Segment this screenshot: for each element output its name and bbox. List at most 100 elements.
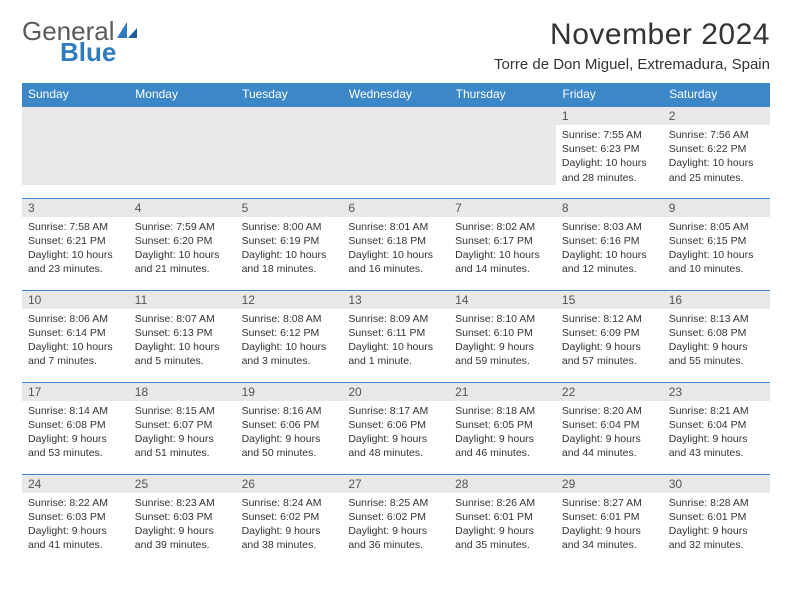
day-details: Sunrise: 8:24 AMSunset: 6:02 PMDaylight:… xyxy=(236,493,343,557)
day-number: 26 xyxy=(236,475,343,493)
day-details: Sunrise: 8:21 AMSunset: 6:04 PMDaylight:… xyxy=(663,401,770,465)
calendar-day: 25Sunrise: 8:23 AMSunset: 6:03 PMDayligh… xyxy=(129,474,236,566)
day-details: Sunrise: 8:18 AMSunset: 6:05 PMDaylight:… xyxy=(449,401,556,465)
day-number: 24 xyxy=(22,475,129,493)
calendar-day: 8Sunrise: 8:03 AMSunset: 6:16 PMDaylight… xyxy=(556,198,663,290)
calendar-day: 13Sunrise: 8:09 AMSunset: 6:11 PMDayligh… xyxy=(342,290,449,382)
day-details: Sunrise: 8:15 AMSunset: 6:07 PMDaylight:… xyxy=(129,401,236,465)
calendar-day: 12Sunrise: 8:08 AMSunset: 6:12 PMDayligh… xyxy=(236,290,343,382)
day-details: Sunrise: 8:03 AMSunset: 6:16 PMDaylight:… xyxy=(556,217,663,281)
day-number: 3 xyxy=(22,199,129,217)
day-number: 2 xyxy=(663,107,770,125)
day-number: 16 xyxy=(663,291,770,309)
day-number: 11 xyxy=(129,291,236,309)
calendar-day-empty xyxy=(342,106,449,198)
calendar-day: 23Sunrise: 8:21 AMSunset: 6:04 PMDayligh… xyxy=(663,382,770,474)
day-number: 1 xyxy=(556,107,663,125)
logo-word2: Blue xyxy=(60,37,116,67)
calendar-week: 24Sunrise: 8:22 AMSunset: 6:03 PMDayligh… xyxy=(22,474,770,566)
day-number: 12 xyxy=(236,291,343,309)
day-details: Sunrise: 8:00 AMSunset: 6:19 PMDaylight:… xyxy=(236,217,343,281)
title-block: November 2024 Torre de Don Miguel, Extre… xyxy=(494,18,770,73)
weekday-header: Sunday xyxy=(22,83,129,106)
calendar-day: 19Sunrise: 8:16 AMSunset: 6:06 PMDayligh… xyxy=(236,382,343,474)
day-number: 13 xyxy=(342,291,449,309)
day-number: 18 xyxy=(129,383,236,401)
calendar-day: 20Sunrise: 8:17 AMSunset: 6:06 PMDayligh… xyxy=(342,382,449,474)
calendar-day: 9Sunrise: 8:05 AMSunset: 6:15 PMDaylight… xyxy=(663,198,770,290)
day-details: Sunrise: 8:12 AMSunset: 6:09 PMDaylight:… xyxy=(556,309,663,373)
calendar-week: 17Sunrise: 8:14 AMSunset: 6:08 PMDayligh… xyxy=(22,382,770,474)
calendar-week: 1Sunrise: 7:55 AMSunset: 6:23 PMDaylight… xyxy=(22,106,770,198)
day-details: Sunrise: 8:13 AMSunset: 6:08 PMDaylight:… xyxy=(663,309,770,373)
weekday-header: Wednesday xyxy=(342,83,449,106)
calendar-day-empty xyxy=(449,106,556,198)
calendar-day: 28Sunrise: 8:26 AMSunset: 6:01 PMDayligh… xyxy=(449,474,556,566)
day-number: 29 xyxy=(556,475,663,493)
weekday-header: Friday xyxy=(556,83,663,106)
day-details: Sunrise: 8:27 AMSunset: 6:01 PMDaylight:… xyxy=(556,493,663,557)
calendar-day: 22Sunrise: 8:20 AMSunset: 6:04 PMDayligh… xyxy=(556,382,663,474)
calendar-day: 1Sunrise: 7:55 AMSunset: 6:23 PMDaylight… xyxy=(556,106,663,198)
weekday-header: Monday xyxy=(129,83,236,106)
day-details: Sunrise: 8:22 AMSunset: 6:03 PMDaylight:… xyxy=(22,493,129,557)
weekday-header: Saturday xyxy=(663,83,770,106)
calendar-day: 21Sunrise: 8:18 AMSunset: 6:05 PMDayligh… xyxy=(449,382,556,474)
day-details: Sunrise: 8:28 AMSunset: 6:01 PMDaylight:… xyxy=(663,493,770,557)
day-number: 15 xyxy=(556,291,663,309)
day-details: Sunrise: 8:05 AMSunset: 6:15 PMDaylight:… xyxy=(663,217,770,281)
calendar-day: 29Sunrise: 8:27 AMSunset: 6:01 PMDayligh… xyxy=(556,474,663,566)
calendar-day: 24Sunrise: 8:22 AMSunset: 6:03 PMDayligh… xyxy=(22,474,129,566)
calendar-day-empty xyxy=(129,106,236,198)
day-number: 20 xyxy=(342,383,449,401)
calendar-week: 3Sunrise: 7:58 AMSunset: 6:21 PMDaylight… xyxy=(22,198,770,290)
location: Torre de Don Miguel, Extremadura, Spain xyxy=(494,56,770,73)
month-title: November 2024 xyxy=(494,18,770,52)
weekday-header: Thursday xyxy=(449,83,556,106)
logo: General Blue xyxy=(22,18,139,72)
day-details: Sunrise: 7:59 AMSunset: 6:20 PMDaylight:… xyxy=(129,217,236,281)
calendar-day-empty xyxy=(22,106,129,198)
day-number: 17 xyxy=(22,383,129,401)
calendar-day-empty xyxy=(236,106,343,198)
day-details: Sunrise: 8:06 AMSunset: 6:14 PMDaylight:… xyxy=(22,309,129,373)
calendar-day: 11Sunrise: 8:07 AMSunset: 6:13 PMDayligh… xyxy=(129,290,236,382)
day-number: 23 xyxy=(663,383,770,401)
day-number: 7 xyxy=(449,199,556,217)
calendar-table: SundayMondayTuesdayWednesdayThursdayFrid… xyxy=(22,83,770,566)
day-details: Sunrise: 7:55 AMSunset: 6:23 PMDaylight:… xyxy=(556,125,663,189)
calendar-body: 1Sunrise: 7:55 AMSunset: 6:23 PMDaylight… xyxy=(22,106,770,566)
calendar-day: 10Sunrise: 8:06 AMSunset: 6:14 PMDayligh… xyxy=(22,290,129,382)
day-number: 14 xyxy=(449,291,556,309)
calendar-day: 30Sunrise: 8:28 AMSunset: 6:01 PMDayligh… xyxy=(663,474,770,566)
day-details: Sunrise: 8:09 AMSunset: 6:11 PMDaylight:… xyxy=(342,309,449,373)
calendar-week: 10Sunrise: 8:06 AMSunset: 6:14 PMDayligh… xyxy=(22,290,770,382)
header: General Blue November 2024 Torre de Don … xyxy=(22,18,770,73)
day-details: Sunrise: 8:17 AMSunset: 6:06 PMDaylight:… xyxy=(342,401,449,465)
day-details: Sunrise: 8:07 AMSunset: 6:13 PMDaylight:… xyxy=(129,309,236,373)
calendar-day: 4Sunrise: 7:59 AMSunset: 6:20 PMDaylight… xyxy=(129,198,236,290)
day-details: Sunrise: 7:56 AMSunset: 6:22 PMDaylight:… xyxy=(663,125,770,189)
calendar-day: 18Sunrise: 8:15 AMSunset: 6:07 PMDayligh… xyxy=(129,382,236,474)
day-number: 5 xyxy=(236,199,343,217)
calendar-day: 15Sunrise: 8:12 AMSunset: 6:09 PMDayligh… xyxy=(556,290,663,382)
day-number: 27 xyxy=(342,475,449,493)
calendar-day: 6Sunrise: 8:01 AMSunset: 6:18 PMDaylight… xyxy=(342,198,449,290)
day-details: Sunrise: 8:14 AMSunset: 6:08 PMDaylight:… xyxy=(22,401,129,465)
calendar-head: SundayMondayTuesdayWednesdayThursdayFrid… xyxy=(22,83,770,106)
day-number: 25 xyxy=(129,475,236,493)
day-number: 30 xyxy=(663,475,770,493)
day-details: Sunrise: 8:01 AMSunset: 6:18 PMDaylight:… xyxy=(342,217,449,281)
sail-icon xyxy=(115,20,139,45)
day-details: Sunrise: 8:10 AMSunset: 6:10 PMDaylight:… xyxy=(449,309,556,373)
weekday-header: Tuesday xyxy=(236,83,343,106)
day-number: 8 xyxy=(556,199,663,217)
day-details: Sunrise: 8:02 AMSunset: 6:17 PMDaylight:… xyxy=(449,217,556,281)
logo-text: General Blue xyxy=(22,18,139,72)
day-details: Sunrise: 8:26 AMSunset: 6:01 PMDaylight:… xyxy=(449,493,556,557)
day-number: 6 xyxy=(342,199,449,217)
day-details: Sunrise: 8:23 AMSunset: 6:03 PMDaylight:… xyxy=(129,493,236,557)
day-number: 28 xyxy=(449,475,556,493)
calendar-day: 27Sunrise: 8:25 AMSunset: 6:02 PMDayligh… xyxy=(342,474,449,566)
day-number: 22 xyxy=(556,383,663,401)
